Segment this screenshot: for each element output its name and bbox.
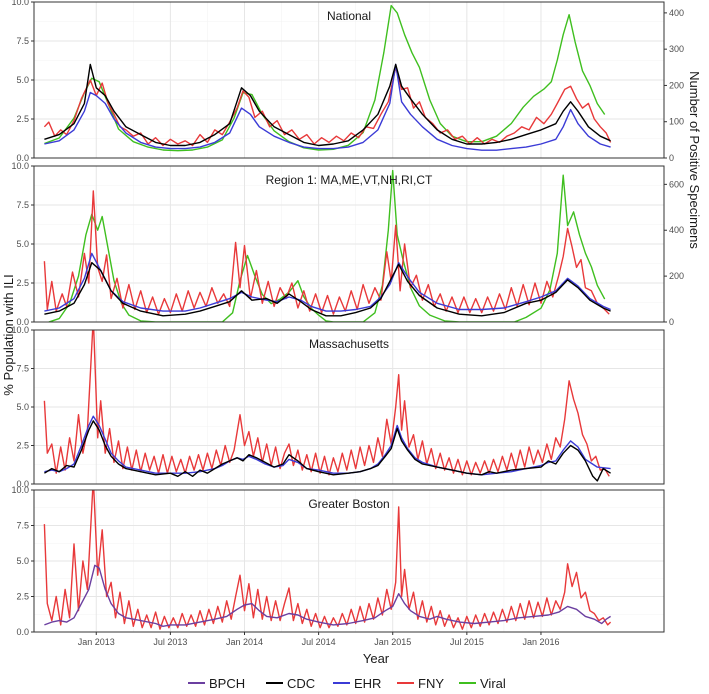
panel-title: Greater Boston — [308, 497, 389, 511]
panel: 0.0 2.5 5.0 7.5 10.0 0 200 400 600 Region 1: MA,M… — [11, 161, 684, 327]
series-group — [43, 4, 612, 152]
y2-tick-label: 100 — [669, 117, 684, 127]
y-tick-label: 2.5 — [16, 441, 29, 451]
legend-label: FNY — [418, 676, 444, 691]
y-tick-label: 7.5 — [16, 36, 29, 46]
y-tick-label: 0.0 — [16, 627, 29, 637]
panel: 0.0 2.5 5.0 7.5 10.0 Massachusetts — [11, 325, 665, 489]
series-line-viral — [48, 169, 606, 322]
y-tick-label: 10.0 — [11, 161, 29, 171]
panel-title: National — [327, 9, 371, 23]
legend-label: CDC — [287, 676, 315, 691]
x-tick-label: Jul 2013 — [153, 637, 187, 647]
series-line-fny — [43, 66, 612, 147]
legend-label: BPCH — [209, 676, 245, 691]
legend-item-viral: Viral — [459, 676, 506, 691]
legend: BPCH CDC EHR FNY Viral — [188, 676, 506, 691]
series-line-fny — [43, 490, 612, 630]
y-tick-label: 5.0 — [16, 75, 29, 85]
y-tick-label: 0.0 — [16, 317, 29, 327]
x-tick-label: Jan 2015 — [374, 637, 411, 647]
y-tick-label: 0.0 — [16, 153, 29, 163]
panels-layer: 0.02.55.07.510.00100200300400National0.0… — [11, 0, 684, 637]
y-axis-label: % Population with ILI — [1, 274, 16, 395]
y-tick-label: 2.5 — [16, 278, 29, 288]
y2-tick-label: 600 — [669, 179, 684, 189]
legend-item-ehr: EHR — [333, 676, 381, 691]
series-line-fny — [43, 330, 610, 477]
y-tick-label: 10.0 — [11, 485, 29, 495]
y2-tick-label: 200 — [669, 80, 684, 90]
y-tick-label: 0.0 — [16, 479, 29, 489]
y-tick-label: 2.5 — [16, 592, 29, 602]
y2-tick-label: 200 — [669, 271, 684, 281]
series-line-ehr — [44, 252, 611, 312]
legend-item-fny: FNY — [397, 676, 444, 691]
x-axis-label: Year — [363, 651, 390, 666]
y-tick-label: 7.5 — [16, 364, 29, 374]
panel: 0.0 2.5 5.0 7.5 10.0 Greater Boston — [11, 485, 665, 637]
x-tick-label: Jan 2014 — [226, 637, 263, 647]
series-line-bpch — [44, 564, 611, 627]
x-tick-label: Jan 2016 — [522, 637, 559, 647]
x-tick-label: Jul 2015 — [450, 637, 484, 647]
y-tick-label: 2.5 — [16, 114, 29, 124]
panel-title: Region 1: MA,ME,VT,NH,RI,CT — [266, 173, 433, 187]
y2-tick-label: 0 — [669, 317, 674, 327]
panel: 0.0 2.5 5.0 7.5 10.0 0 100 200 300 400 National — [11, 0, 684, 163]
panel-border — [33, 165, 665, 323]
x-tick-label: Jan 2013 — [78, 637, 115, 647]
panel-border — [33, 329, 665, 485]
y2-tick-label: 400 — [669, 8, 684, 18]
series-line-fny — [43, 190, 610, 315]
y2-tick-label: 0 — [669, 153, 674, 163]
y-tick-label: 10.0 — [11, 0, 29, 7]
series-line-viral — [44, 4, 606, 152]
series-line-cdc — [44, 63, 611, 147]
series-line-cdc — [44, 420, 611, 482]
series-group — [43, 490, 612, 630]
series-group — [43, 169, 611, 322]
x-axis: Jan 2013 Jul 2013 Jan 2014 Jul 2014 Jan 2015… — [78, 632, 559, 647]
series-line-ehr — [44, 63, 611, 151]
panel-title: Massachusetts — [309, 337, 389, 351]
y2-axis-label: Number of Positive Specimens — [687, 71, 702, 249]
y2-tick-label: 400 — [669, 225, 684, 235]
panel-border — [33, 489, 665, 633]
panel-border — [33, 1, 665, 159]
y-tick-label: 5.0 — [16, 239, 29, 249]
y-tick-label: 7.5 — [16, 200, 29, 210]
series-line-cdc — [44, 262, 611, 317]
y-tick-label: 5.0 — [16, 556, 29, 566]
y2-tick-label: 300 — [669, 44, 684, 54]
y-tick-label: 5.0 — [16, 402, 29, 412]
x-tick-label: Jul 2014 — [302, 637, 336, 647]
y-tick-label: 7.5 — [16, 521, 29, 531]
legend-label: Viral — [480, 676, 506, 691]
legend-label: EHR — [354, 676, 381, 691]
legend-item-cdc: CDC — [266, 676, 315, 691]
series-group — [43, 330, 611, 482]
y-tick-label: 10.0 — [11, 325, 29, 335]
legend-item-bpch: BPCH — [188, 676, 245, 691]
